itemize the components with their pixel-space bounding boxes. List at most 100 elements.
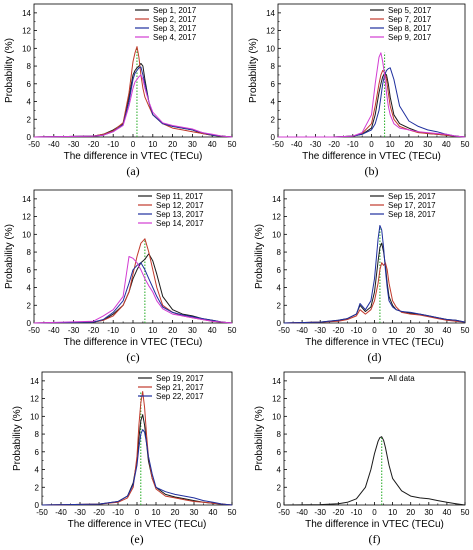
chart-panel: -50 -40 -30 -20 -10 0 10 20 30 40 50 0 2 4 6 8 10 12 14 The… xyxy=(248,3,470,178)
series-line xyxy=(283,436,466,506)
y-tick-label: 14 xyxy=(266,9,275,18)
legend-label: Sep 18, 2017 xyxy=(388,210,436,219)
x-tick-label: -20 xyxy=(88,140,100,149)
y-tick-label: 10 xyxy=(30,412,39,421)
y-tick-label: 2 xyxy=(277,301,282,310)
x-tick-label: 10 xyxy=(148,140,157,149)
x-tick-label: -50 xyxy=(272,140,284,149)
x-tick-label: 40 xyxy=(442,140,451,149)
x-tick-label: 0 xyxy=(369,140,374,149)
y-tick-label: 14 xyxy=(22,195,31,204)
x-axis-title: The difference in VTEC (TECu) xyxy=(64,151,203,162)
chart-panel: -50 -40 -30 -20 -10 0 10 20 30 40 50 0 2 4 6 8 10 12 14 The… xyxy=(254,189,470,364)
x-tick-label: 40 xyxy=(208,326,217,335)
x-tick-label: 10 xyxy=(388,326,397,335)
y-tick-label: 0 xyxy=(27,133,32,142)
series-line xyxy=(33,253,233,324)
x-tick-label: -20 xyxy=(333,508,345,517)
legend-label: Sep 12, 2017 xyxy=(156,201,204,210)
x-tick-label: -30 xyxy=(314,508,326,517)
x-axis-title: The difference in VTEC (TECu) xyxy=(305,519,444,530)
x-axis-title: The difference in VTEC (TECu) xyxy=(302,151,441,162)
series-line xyxy=(33,262,233,324)
y-tick-label: 10 xyxy=(266,44,275,53)
x-tick-label: -10 xyxy=(107,140,119,149)
y-tick-label: 10 xyxy=(22,44,31,53)
y-tick-label: 14 xyxy=(272,195,281,204)
y-axis-title: Probability (%) xyxy=(248,38,259,103)
panel-caption: (d) xyxy=(368,350,382,364)
legend-label: Sep 21, 2017 xyxy=(156,383,204,392)
x-tick-label: 30 xyxy=(188,326,197,335)
y-tick-label: 0 xyxy=(271,133,276,142)
series-line xyxy=(41,391,233,506)
y-tick-label: 4 xyxy=(277,284,282,293)
y-tick-label: 14 xyxy=(272,377,281,386)
y-tick-label: 6 xyxy=(277,448,282,457)
x-tick-label: 0 xyxy=(131,140,136,149)
x-tick-label: -40 xyxy=(55,508,67,517)
y-tick-label: 2 xyxy=(35,483,40,492)
y-axis-title: Probability (%) xyxy=(254,224,265,289)
y-tick-label: 6 xyxy=(35,448,40,457)
y-axis-title: Probability (%) xyxy=(254,406,265,471)
legend-label: Sep 17, 2017 xyxy=(388,201,436,210)
x-tick-label: -30 xyxy=(68,326,80,335)
x-tick-label: -50 xyxy=(278,326,290,335)
x-tick-label: -50 xyxy=(28,326,40,335)
y-tick-label: 8 xyxy=(277,430,282,439)
y-tick-label: 12 xyxy=(272,213,281,222)
legend-label: Sep 1, 2017 xyxy=(153,6,197,15)
y-axis-title: Probability (%) xyxy=(12,406,23,471)
x-axis-title: The difference in VTEC (TECu) xyxy=(305,337,444,348)
y-tick-label: 0 xyxy=(35,501,40,510)
y-tick-label: 12 xyxy=(22,213,31,222)
series-line xyxy=(278,70,466,138)
x-tick-label: -10 xyxy=(351,326,363,335)
x-tick-label: 10 xyxy=(386,140,395,149)
y-tick-label: 10 xyxy=(272,230,281,239)
y-tick-label: 8 xyxy=(27,248,32,257)
x-tick-label: -40 xyxy=(48,140,60,149)
y-tick-label: 12 xyxy=(272,395,281,404)
x-tick-label: 10 xyxy=(148,326,157,335)
series-line xyxy=(283,225,466,324)
series-line xyxy=(33,256,233,324)
y-tick-label: 2 xyxy=(27,301,32,310)
legend-label: Sep 2, 2017 xyxy=(153,15,197,24)
y-axis-title: Probability (%) xyxy=(4,224,15,289)
x-tick-label: -30 xyxy=(74,508,86,517)
legend-label: Sep 19, 2017 xyxy=(156,374,204,383)
x-tick-label: -20 xyxy=(93,508,105,517)
x-tick-label: 10 xyxy=(388,508,397,517)
legend-label: All data xyxy=(388,374,415,383)
panel-caption: (e) xyxy=(130,532,143,546)
legend-label: Sep 15, 2017 xyxy=(388,192,436,201)
x-tick-label: 50 xyxy=(228,508,237,517)
x-tick-label: -10 xyxy=(351,508,363,517)
x-tick-label: -10 xyxy=(347,140,359,149)
y-tick-label: 12 xyxy=(22,27,31,36)
x-tick-label: -10 xyxy=(107,326,119,335)
y-tick-label: 2 xyxy=(277,483,282,492)
x-tick-label: 20 xyxy=(404,140,413,149)
y-tick-label: 2 xyxy=(27,115,32,124)
series-line xyxy=(278,67,466,138)
panel-caption: (a) xyxy=(126,164,139,178)
series-line xyxy=(33,238,233,324)
x-tick-label: -40 xyxy=(296,326,308,335)
series-line xyxy=(33,46,233,138)
x-tick-label: 50 xyxy=(461,326,470,335)
legend-label: Sep 4, 2017 xyxy=(153,33,197,42)
legend-label: Sep 3, 2017 xyxy=(153,24,197,33)
y-tick-label: 0 xyxy=(27,319,32,328)
y-tick-label: 4 xyxy=(35,466,40,475)
series-line xyxy=(278,52,466,138)
panel-caption: (f) xyxy=(369,532,381,546)
x-tick-label: 50 xyxy=(228,140,237,149)
y-tick-label: 0 xyxy=(277,319,282,328)
x-tick-label: 10 xyxy=(152,508,161,517)
y-tick-label: 12 xyxy=(30,395,39,404)
legend-label: Sep 5, 2017 xyxy=(388,6,432,15)
x-tick-label: -20 xyxy=(88,326,100,335)
